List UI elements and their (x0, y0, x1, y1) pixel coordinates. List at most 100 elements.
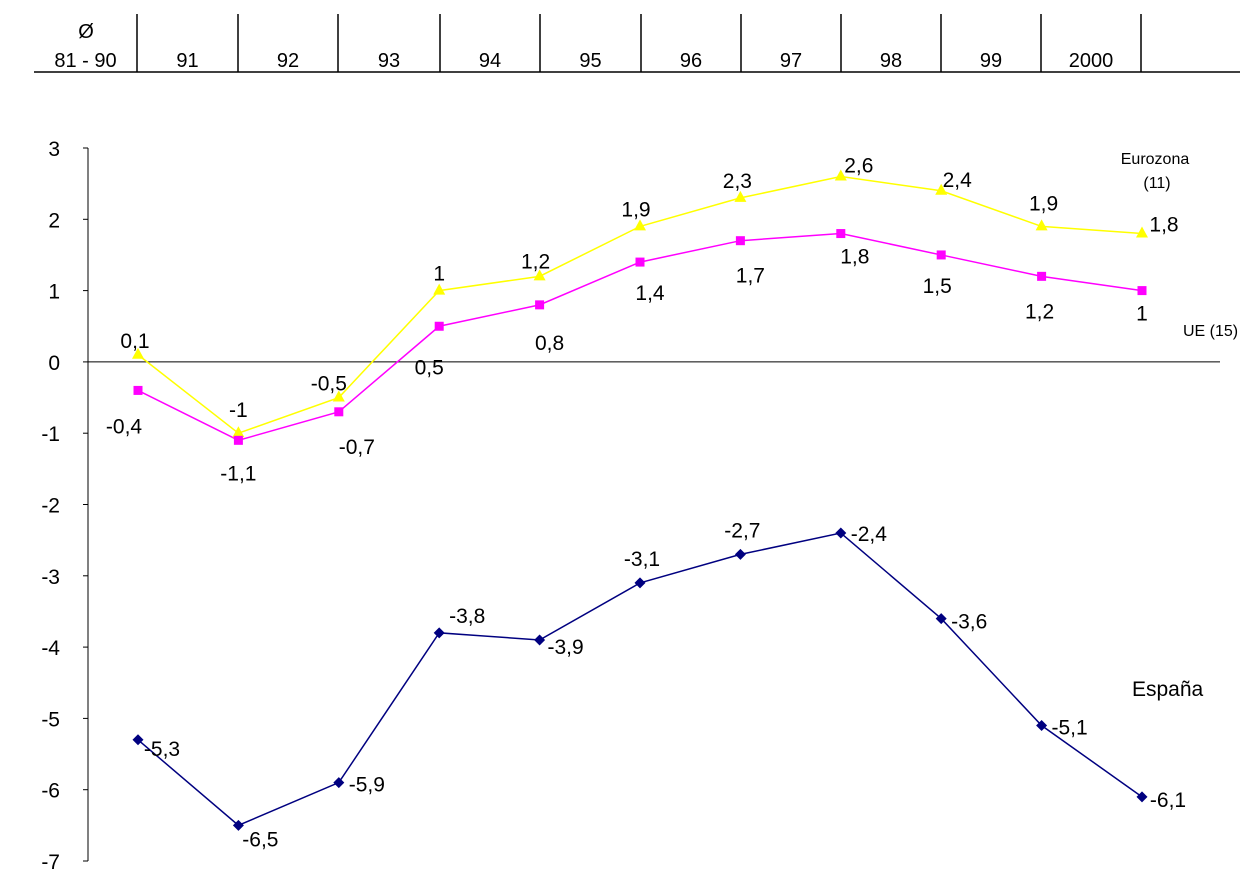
y-tick-label: -7 (41, 851, 60, 873)
y-tick-label: -3 (41, 566, 60, 589)
eurozona-marker (1035, 219, 1048, 231)
data-label: -0,4 (106, 415, 143, 438)
eurozona-marker (834, 169, 847, 181)
y-tick-label: 1 (48, 281, 60, 304)
espana-marker (132, 734, 144, 746)
data-label: 2,6 (844, 155, 873, 178)
data-label: 1,2 (521, 250, 550, 273)
espana-marker (1136, 791, 1148, 803)
y-tick-label: -1 (41, 423, 60, 446)
data-label: -0,5 (311, 373, 347, 396)
data-label: 1,9 (621, 198, 650, 221)
ue-name-label: UE (15) (1183, 323, 1238, 340)
data-label: -5,9 (349, 774, 385, 797)
data-label: -1,1 (220, 462, 256, 485)
data-label: 1,9 (1029, 192, 1058, 215)
data-label: 1,5 (923, 275, 952, 298)
eurozona-name-label: Eurozona (1121, 151, 1190, 168)
data-label: -3,6 (951, 611, 987, 634)
header-column-label: 81 - 90 (54, 50, 116, 72)
y-tick-label: 0 (48, 352, 60, 375)
y-tick-label: 2 (48, 209, 60, 232)
eurozona-marker (935, 183, 948, 195)
espana-marker (935, 613, 947, 625)
header-column-label: 98 (880, 50, 902, 72)
data-label: 1 (1136, 303, 1148, 326)
espana-marker (734, 548, 746, 560)
eurozona-marker (433, 283, 446, 295)
espana-marker (333, 777, 345, 789)
espana-marker (835, 527, 847, 539)
series-lines (137, 175, 1143, 827)
espana-name-label: España (1132, 678, 1204, 701)
data-label: -2,4 (851, 523, 888, 546)
data-label: 0,1 (120, 330, 149, 353)
data-label: -5,3 (144, 738, 180, 761)
y-tick-label: 3 (48, 138, 60, 161)
series-markers (132, 169, 1148, 831)
data-label: -3,8 (449, 605, 485, 628)
data-label: 0,5 (415, 356, 444, 379)
data-label: -3,1 (624, 548, 660, 571)
espana-marker (534, 634, 546, 646)
eurozona-marker (332, 390, 345, 402)
eurozona-marker (232, 426, 245, 438)
header-diameter-symbol: Ø (78, 21, 94, 43)
data-label: 1 (433, 263, 445, 286)
series-line (137, 532, 1143, 827)
eurozona-marker (533, 269, 546, 281)
eurozona-marker (1136, 226, 1148, 238)
data-label: -6,5 (242, 828, 278, 851)
header-column-label: 95 (579, 50, 601, 72)
data-label: -0,7 (339, 436, 375, 459)
data-label: 0,8 (535, 332, 564, 355)
data-label: -5,1 (1052, 717, 1088, 740)
ue-marker (936, 250, 946, 260)
ue-marker (1137, 286, 1147, 296)
header-column-label: 91 (176, 50, 198, 72)
ue-marker (1037, 271, 1047, 281)
ue-marker (735, 236, 745, 246)
data-label: 1,4 (635, 282, 665, 305)
y-tick-label: -5 (41, 708, 60, 731)
series-names: Eurozona (11) UE (15) España (1121, 151, 1238, 701)
eurozona-marker (734, 190, 747, 202)
header-column-label: 96 (680, 50, 702, 72)
data-label: 1,8 (1149, 214, 1178, 237)
ue-marker (434, 321, 444, 331)
ue-marker (233, 435, 243, 445)
data-labels: 0,1 -1 -0,5 1 1,2 1,9 2,3 2,6 2,4 1,9 1,8 -0,4 -1,1 -… (106, 155, 1186, 852)
data-label: -2,7 (724, 519, 760, 542)
ue-marker (535, 300, 545, 310)
espana-marker (433, 627, 445, 639)
header-column-label: 94 (479, 50, 501, 72)
header-column-label: 92 (277, 50, 299, 72)
espana-marker (1036, 720, 1048, 732)
eurozona-marker (132, 347, 144, 359)
data-label: -1 (229, 399, 248, 422)
data-label: 1,8 (840, 246, 869, 269)
eurozona-name-label-sub: (11) (1143, 175, 1170, 192)
espana-marker (634, 577, 646, 589)
y-tick-label: -2 (41, 495, 60, 518)
header-column-label: 2000 (1069, 50, 1114, 72)
ue-marker (635, 257, 645, 267)
data-label: 2,3 (723, 170, 752, 193)
header-column-label: 93 (378, 50, 400, 72)
ue-marker (836, 229, 846, 239)
y-tick-label: -4 (41, 637, 60, 660)
espana-marker (232, 819, 244, 831)
ue-marker (133, 385, 143, 395)
y-axis: 3 2 1 0 -1 -2 -3 -4 -5 -6 -7 (41, 138, 1220, 873)
eurozona-marker (634, 219, 646, 231)
header-column-label: 97 (780, 50, 802, 72)
data-label: -3,9 (548, 636, 584, 659)
data-label: -6,1 (1150, 789, 1186, 812)
header-column-label: 99 (980, 50, 1002, 72)
y-tick-label: -6 (41, 780, 60, 803)
data-label: 1,7 (736, 265, 765, 288)
data-label: 2,4 (943, 169, 973, 192)
ue-marker (334, 407, 344, 417)
year-header: Ø 81 - 90 91 92 93 94 95 96 97 98 99 2000 (34, 14, 1240, 73)
